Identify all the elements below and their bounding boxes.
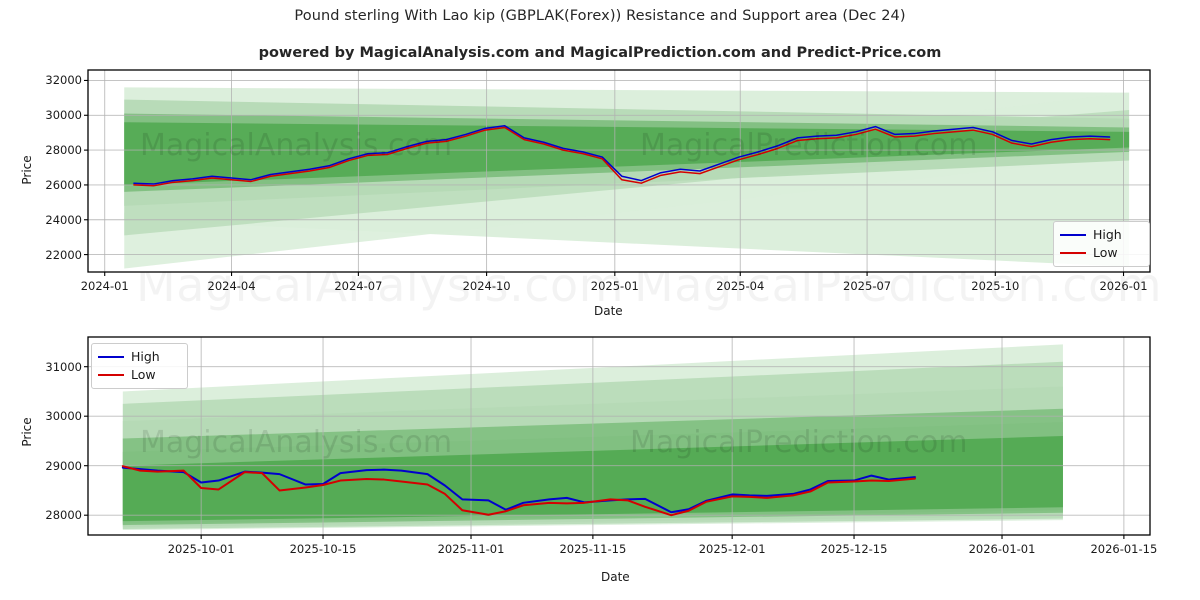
overview-x-axis-label: Date: [594, 304, 623, 318]
x-tick-label: 2025-10: [971, 279, 1020, 293]
band-faint-upper: [122, 344, 1063, 531]
band-core: [122, 436, 1063, 522]
y-tick-label: 22000: [45, 247, 82, 262]
x-tick-label: 2024-04: [207, 279, 256, 293]
page-title: Pound sterling With Lao kip (GBPLAK(Fore…: [294, 8, 906, 24]
x-tick-label: 2025-07: [843, 279, 892, 293]
x-tick-label: 2025-11-01: [437, 542, 505, 556]
zoom-x-axis-label: Date: [601, 570, 630, 584]
gridlines: [88, 70, 1150, 272]
series-line-high: [133, 124, 1111, 185]
y-tick-label: 24000: [45, 212, 82, 227]
x-tick-label: 2025-10-15: [289, 542, 357, 556]
x-tick-label: 2024-07: [334, 279, 383, 293]
watermark-overview-right: MagicalPrediction.com: [640, 128, 978, 163]
y-tick-label: 28000: [45, 508, 82, 523]
page-subtitle: powered by MagicalAnalysis.com and Magic…: [258, 45, 942, 61]
watermark-zoom-left: MagicalAnalysis.com: [140, 425, 453, 460]
legend-label-high: High: [1093, 226, 1122, 242]
overview-legend: High Low: [1053, 221, 1150, 267]
legend-row-low: Low: [98, 366, 179, 384]
x-tick-label: 2026-01-15: [1090, 542, 1158, 556]
legend-label-low: Low: [131, 366, 156, 382]
legend-swatch-high: [1060, 234, 1086, 236]
band-outer-a: [124, 99, 1130, 206]
x-tick-label: 2025-04: [716, 279, 765, 293]
band-faint-lower: [124, 92, 1130, 269]
x-tick-label: 2025-12-01: [698, 542, 766, 556]
watermark-overview-left: MagicalAnalysis.com: [140, 128, 453, 163]
series-line-low: [121, 465, 916, 517]
legend-row-low: Low: [1060, 244, 1141, 262]
band-outer-b: [124, 110, 1130, 236]
band-outer-b: [122, 386, 1063, 528]
legend-row-high: High: [98, 348, 179, 366]
legend-label-high: High: [131, 348, 160, 364]
x-tick-label: 2025-10-01: [167, 542, 235, 556]
band-mid: [124, 113, 1130, 192]
y-tick-label: 30000: [45, 108, 82, 123]
y-tick-label: 26000: [45, 177, 82, 192]
x-tick-label: 2025-12-15: [820, 542, 888, 556]
band-outer-a: [122, 361, 1063, 530]
x-tick-label: 2024-01: [80, 279, 129, 293]
support-resistance-bands: [124, 87, 1130, 269]
x-tick-label: 2024-10: [462, 279, 511, 293]
legend-swatch-low: [98, 374, 124, 376]
series-line-high: [121, 466, 916, 514]
zoom-legend: High Low: [91, 343, 188, 389]
band-mid-2: [122, 422, 1063, 524]
x-tick-label: 2026-01-01: [968, 542, 1036, 556]
y-tick-label: 32000: [45, 73, 82, 88]
y-tick-label: 30000: [45, 409, 82, 424]
legend-row-high: High: [1060, 226, 1141, 244]
y-tick-label: 31000: [45, 359, 82, 374]
x-tick-label: 2025-01: [590, 279, 639, 293]
y-tick-label: 29000: [45, 458, 82, 473]
band-faint-upper: [124, 87, 1130, 267]
x-tick-label: 2026-01: [1099, 279, 1148, 293]
gridlines: [88, 337, 1150, 535]
series-line-low: [133, 126, 1111, 187]
legend-swatch-high: [98, 356, 124, 358]
band-core: [124, 122, 1130, 185]
x-tick-label: 2025-11-15: [559, 542, 627, 556]
band-mid: [122, 408, 1063, 526]
support-resistance-bands: [122, 344, 1063, 531]
legend-swatch-low: [1060, 252, 1086, 254]
watermark-zoom-right: MagicalPrediction.com: [630, 425, 968, 460]
legend-label-low: Low: [1093, 244, 1118, 260]
y-tick-label: 28000: [45, 143, 82, 158]
